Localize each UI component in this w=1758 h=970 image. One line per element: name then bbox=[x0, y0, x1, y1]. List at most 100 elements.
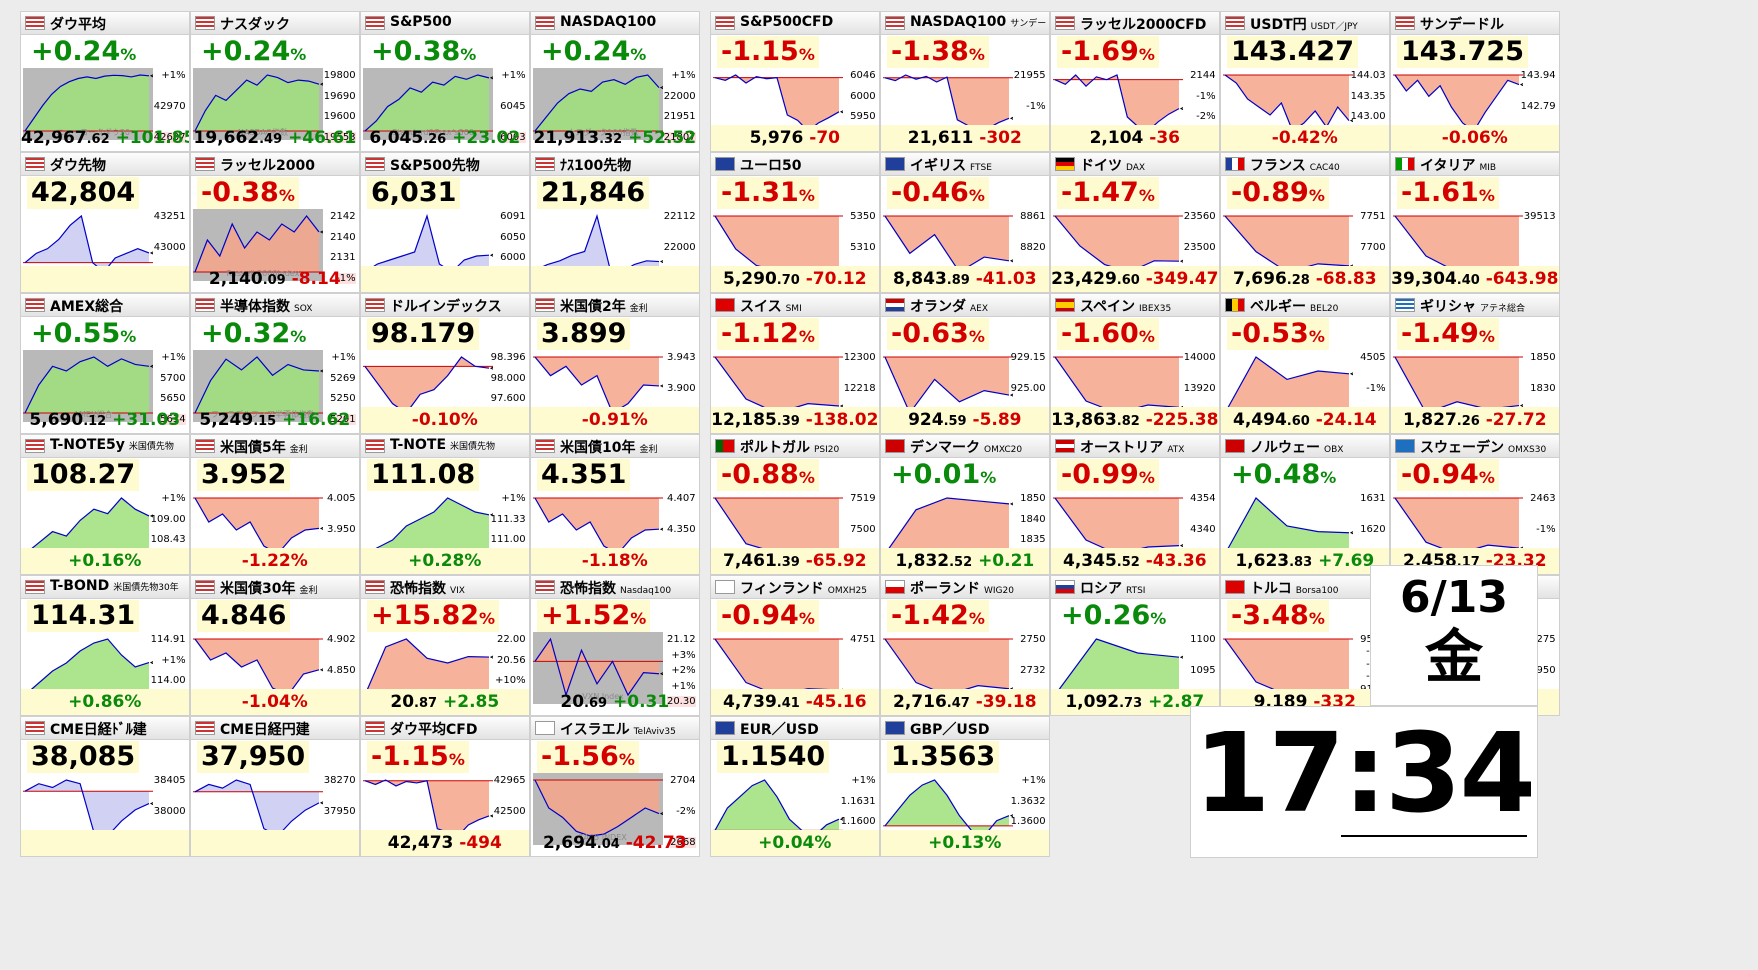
tile-name: イギリス FTSE bbox=[910, 155, 992, 175]
footer-price-decimal: .41 bbox=[776, 696, 800, 711]
tile-main-value: 111.08 bbox=[367, 459, 480, 491]
tile-subname: VIX bbox=[450, 586, 465, 596]
tile-footer: 4,494.60 -24.14 bbox=[1221, 407, 1389, 433]
tile-main-value: +0.38% bbox=[367, 36, 480, 68]
tile-footer: 7,696.28 -68.83 bbox=[1221, 266, 1389, 292]
market-tile[interactable]: スペインIBEX35-1.60%IBEX3514000139201382913,… bbox=[1050, 293, 1220, 434]
tile-name: S&P500CFD bbox=[740, 14, 833, 30]
axis-label: 98.396 bbox=[490, 352, 526, 363]
axis-label: 3.950 bbox=[326, 524, 356, 535]
us-flag-icon bbox=[195, 16, 215, 30]
us-flag-icon bbox=[195, 580, 215, 594]
market-tile[interactable]: NASDAQ100 +0.24% ナスダック100指数 +1% 22000 21951 21… bbox=[530, 11, 700, 152]
tile-main-number: -0.94 bbox=[1401, 459, 1479, 490]
market-tile[interactable]: ポーランドWIG20-1.42%WIG202750273227032,716.4… bbox=[880, 575, 1050, 716]
market-tile[interactable]: ポルトガルPSI20-0.88%PSI207519750074597,461.3… bbox=[710, 434, 880, 575]
tile-subname: BEL20 bbox=[1310, 304, 1339, 314]
tile-header: GBP／USD bbox=[881, 717, 1049, 740]
axis-label: +1% bbox=[1021, 775, 1046, 786]
market-tile[interactable]: EUR／USD1.1540EUR/USD+1%1.16311.16001.151… bbox=[710, 716, 880, 857]
tile-header: 恐怖指数 Nasdaq100 bbox=[531, 576, 699, 599]
market-tile[interactable]: ナスダック +0.24% NASDAQ指数 19800 19690 19600 19553 1… bbox=[190, 11, 360, 152]
footer-price: 39,304 bbox=[1391, 269, 1457, 289]
market-tile[interactable]: イスラエル TelAviv35 -1.56% TA35 INDEX 2704 -2% 266… bbox=[530, 716, 700, 857]
market-tile[interactable]: オランダAEX-0.63%AEX929.15925.00921.14924.59… bbox=[880, 293, 1050, 434]
tile-name-text: ダウ平均 bbox=[50, 17, 106, 33]
market-tile[interactable]: ダウ平均CFD-1.15%NY DOW CFD42965425004217842… bbox=[360, 716, 530, 857]
sparkline-area bbox=[885, 357, 1009, 413]
sparkline-area bbox=[1395, 75, 1519, 131]
market-tile[interactable]: ダウ平均 +0.24% ニューヨークダウ30 +1% 42970 42607 42,967.… bbox=[20, 11, 190, 152]
tile-header: ダウ平均CFD bbox=[361, 717, 529, 740]
axis-label: +1% bbox=[331, 352, 356, 363]
us-flag-icon bbox=[885, 16, 905, 30]
market-tile[interactable]: NASDAQ100サンデー-1.38%NASDAQ指数21955-1%21455… bbox=[880, 11, 1050, 152]
tile-footer: 2,140.09 -8.14 bbox=[191, 266, 359, 292]
tile-main-number: -0.53 bbox=[1231, 318, 1309, 349]
market-tile[interactable]: AMEX総合 +0.55% AMEX総合 +1% 5700 5650 5634 5,690.1… bbox=[20, 293, 190, 434]
tile-footer: 42,473 -494 bbox=[361, 830, 529, 856]
market-tile[interactable]: ロシアRTSI+0.26%ロシアRTS指数1100109510901,092.7… bbox=[1050, 575, 1220, 716]
tile-header: ナスダック bbox=[191, 12, 359, 35]
market-tile[interactable]: ドイツDAX-1.47%DAX23560235002338823,429.60 … bbox=[1050, 152, 1220, 293]
pt-flag-icon bbox=[715, 439, 735, 453]
market-tile[interactable]: スイスSMI-1.12%SMI12300122181213112,185.39 … bbox=[710, 293, 880, 434]
market-tile[interactable]: ユーロ50-1.31%ユーロ505350531052755,290.70 -70… bbox=[710, 152, 880, 293]
tile-percent-sign: % bbox=[1308, 609, 1325, 628]
tile-main-number: +0.24 bbox=[31, 36, 121, 67]
market-tile[interactable]: 半導体指数 SOX +0.32% フィラデルフィア半導体指数 +1% 5269 5250 52… bbox=[190, 293, 360, 434]
current-value-marker bbox=[489, 814, 493, 818]
market-tile[interactable]: CME日経ﾄﾞﾙ建38,085GLOBEX日経ドル建38405380003761… bbox=[20, 716, 190, 857]
market-tile[interactable]: S&P500CFD-1.15%S&P500CFD6046600059505925… bbox=[710, 11, 880, 152]
tile-footer: 5,690.12 +31.03 bbox=[21, 407, 189, 433]
axis-label: 111.00 bbox=[490, 534, 526, 546]
market-tile[interactable]: イギリスFTSE-0.46%FTSE1008861882088008,843.8… bbox=[880, 152, 1050, 293]
sparkline-area bbox=[1225, 75, 1349, 131]
market-tile[interactable]: ギリシャアテネ総合-1.49%アテネ総合指数1850183018211,827.… bbox=[1390, 293, 1560, 434]
tile-main-value: +0.26% bbox=[1057, 600, 1170, 632]
tile-main-value: -0.94% bbox=[717, 600, 819, 632]
market-tile[interactable]: ラッセル2000CFD-1.69%Russell 20002144-1%-2%2… bbox=[1050, 11, 1220, 152]
market-tile[interactable]: GBP／USD1.3563GBP/USD+1%1.36321.36001.351… bbox=[880, 716, 1050, 857]
market-tile[interactable]: ベルギーBEL20-0.53%BEL204505-1%44674,494.60 … bbox=[1220, 293, 1390, 434]
market-tile[interactable]: USDT円USDT／JPY143.427テザー円144.03143.35143.… bbox=[1220, 11, 1390, 152]
tile-main-value: +0.55% bbox=[27, 318, 140, 350]
tile-percent-sign: % bbox=[968, 327, 985, 346]
market-tile[interactable]: 恐怖指数 Nasdaq100 +1.52% VXN Index 21.12 +3% +2% +… bbox=[530, 575, 700, 716]
axis-label: 43000 bbox=[153, 242, 186, 253]
us-flag-icon bbox=[1225, 16, 1245, 30]
market-tile[interactable]: ラッセル2000 -0.38% Russell 2000Index 2142 2140 2… bbox=[190, 152, 360, 293]
sparkline-area bbox=[195, 780, 319, 836]
sparkline-area bbox=[885, 75, 1009, 131]
market-tile[interactable]: フランスCAC40-0.89%CAC407751770076607,696.28… bbox=[1220, 152, 1390, 293]
tile-name: ダウ先物 bbox=[50, 155, 106, 175]
axis-label: 7700 bbox=[1360, 242, 1386, 253]
axis-label: -1% bbox=[1196, 90, 1216, 102]
market-tile[interactable]: S&P500 +0.38% Standard&Poor's500 +1% 6045 600… bbox=[360, 11, 530, 152]
current-value-marker bbox=[659, 384, 663, 388]
market-tile[interactable]: 恐怖指数VIX+15.82%VIX22.0020.56+10%+4%20.87 … bbox=[360, 575, 530, 716]
sparkline-area bbox=[195, 498, 319, 554]
tile-header: USDT円 USDT／JPY bbox=[1221, 12, 1389, 35]
footer-price-decimal: .32 bbox=[599, 132, 623, 147]
